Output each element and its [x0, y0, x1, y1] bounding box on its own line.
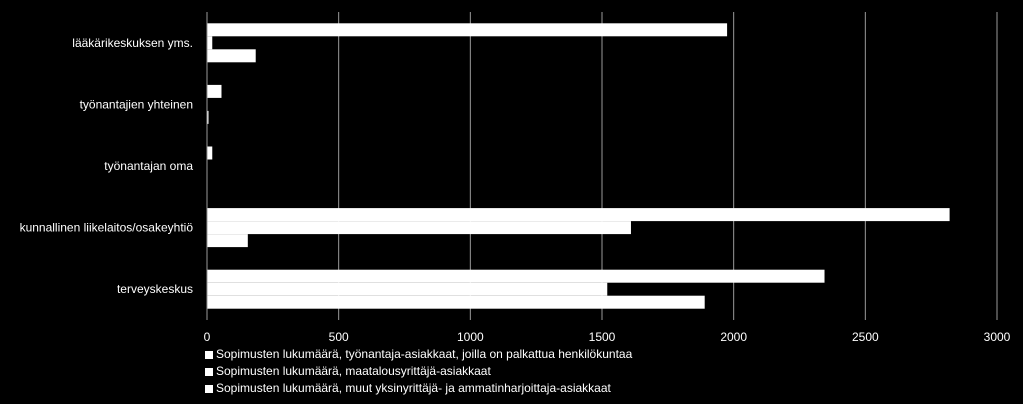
legend-item: Sopimusten lukumäärä, maatalousyrittäjä-…: [205, 363, 632, 380]
bar: [207, 208, 950, 222]
legend-swatch: [205, 384, 213, 393]
x-tick-label: 0: [204, 330, 211, 344]
category-label: työnantajien yhteinen: [80, 97, 193, 111]
category-labels: lääkärikeskuksen yms. työnantajien yhtein…: [20, 36, 194, 296]
bar: [207, 282, 608, 296]
bar: [207, 295, 705, 309]
bar-chart: lääkärikeskuksen yms. työnantajien yhtein…: [20, 12, 1011, 344]
bar: [207, 84, 222, 98]
x-tick-label: 1000: [457, 330, 484, 344]
bar: [207, 49, 256, 63]
x-tick-label: 1500: [589, 330, 616, 344]
legend: Sopimusten lukumäärä, työnantaja-asiakka…: [205, 346, 632, 397]
bar: [207, 23, 728, 37]
legend-item: Sopimusten lukumäärä, muut yksinyrittäjä…: [205, 380, 632, 397]
x-tick-label: 2500: [852, 330, 879, 344]
bar: [207, 269, 825, 283]
tick-labels: 0 500 1000 1500 2000 2500 3000: [204, 330, 1011, 344]
bar: [207, 36, 213, 50]
category-label: kunnallinen liikelaitos/osakeyhtiö: [20, 221, 194, 235]
category-label: työnantajan oma: [104, 159, 193, 173]
category-label: lääkärikeskuksen yms.: [72, 36, 193, 50]
bar: [207, 221, 631, 235]
legend-label: Sopimusten lukumäärä, työnantaja-asiakka…: [216, 347, 633, 361]
x-tick-label: 3000: [984, 330, 1011, 344]
legend-label: Sopimusten lukumäärä, maatalousyrittäjä-…: [216, 364, 491, 378]
bar: [207, 110, 209, 124]
bars: [207, 23, 950, 309]
category-label: terveyskeskus: [117, 282, 193, 296]
legend-swatch: [205, 367, 213, 376]
bar: [207, 146, 213, 160]
x-tick-label: 2000: [720, 330, 747, 344]
legend-label: Sopimusten lukumäärä, muut yksinyrittäjä…: [216, 381, 611, 395]
grid-lines: [338, 12, 998, 320]
bar: [207, 234, 248, 248]
legend-swatch: [205, 350, 213, 359]
legend-item: Sopimusten lukumäärä, työnantaja-asiakka…: [205, 346, 632, 363]
x-tick-label: 500: [329, 330, 349, 344]
